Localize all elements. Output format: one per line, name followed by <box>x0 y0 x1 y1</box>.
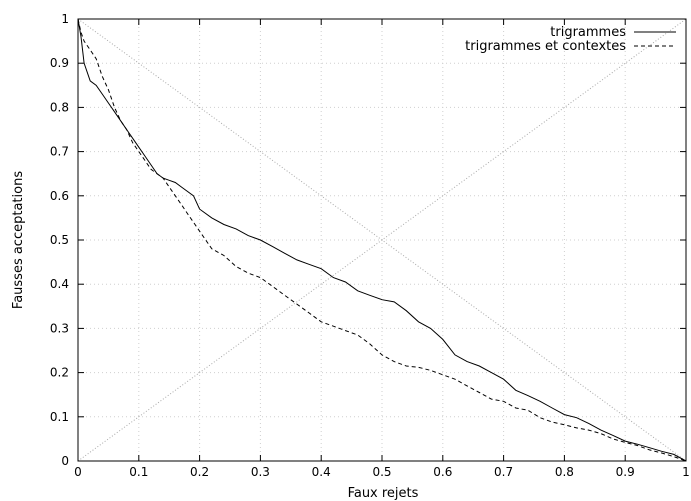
x-tick-label: 0 <box>74 465 82 479</box>
x-axis-label: Faux rejets <box>348 486 419 501</box>
y-tick-label: 0.2 <box>50 366 69 380</box>
x-tick-label: 1 <box>682 465 690 479</box>
reference-diagonal-1 <box>77 18 687 462</box>
y-tick-label: 0 <box>61 454 69 468</box>
y-tick-label: 0.5 <box>50 233 69 247</box>
x-tick-label: 0.2 <box>190 465 209 479</box>
reference-lines <box>77 18 687 462</box>
x-tick-label: 0.1 <box>129 465 148 479</box>
x-tick-label: 0.7 <box>494 465 513 479</box>
legend-label-trigrammes: trigrammes <box>550 25 626 40</box>
series-line-trigrammes <box>77 18 687 462</box>
y-tick-label: 0.6 <box>50 189 69 203</box>
y-tick-label: 0.1 <box>50 410 69 424</box>
x-tick-label: 0.4 <box>312 465 331 479</box>
y-tick-label: 0.4 <box>50 277 69 291</box>
legend: trigrammes trigrammes et contextes <box>465 25 676 54</box>
y-axis-label: Fausses acceptations <box>11 171 26 309</box>
y-tick-label: 1 <box>61 12 69 26</box>
y-tick-label: 0.9 <box>50 56 69 70</box>
x-tick-label: 0.3 <box>251 465 270 479</box>
series-lines <box>77 18 687 462</box>
x-tick-label: 0.6 <box>433 465 452 479</box>
x-tick-label: 0.9 <box>616 465 635 479</box>
series-line-trigrammes-et-contextes <box>77 18 687 462</box>
x-tick-label: 0.8 <box>555 465 574 479</box>
axis-ticks: 0 0.1 0.2 0.3 0.4 0.5 0.6 0.7 0.8 0.9 1 0 0.1 0.2 0.3 0… <box>50 12 690 479</box>
y-tick-label: 0.3 <box>50 321 69 335</box>
legend-label-trigrammes-et-contextes: trigrammes et contextes <box>465 39 626 54</box>
grid <box>78 19 686 461</box>
x-tick-label: 0.5 <box>372 465 391 479</box>
y-tick-label: 0.8 <box>50 100 69 114</box>
y-tick-label: 0.7 <box>50 145 69 159</box>
